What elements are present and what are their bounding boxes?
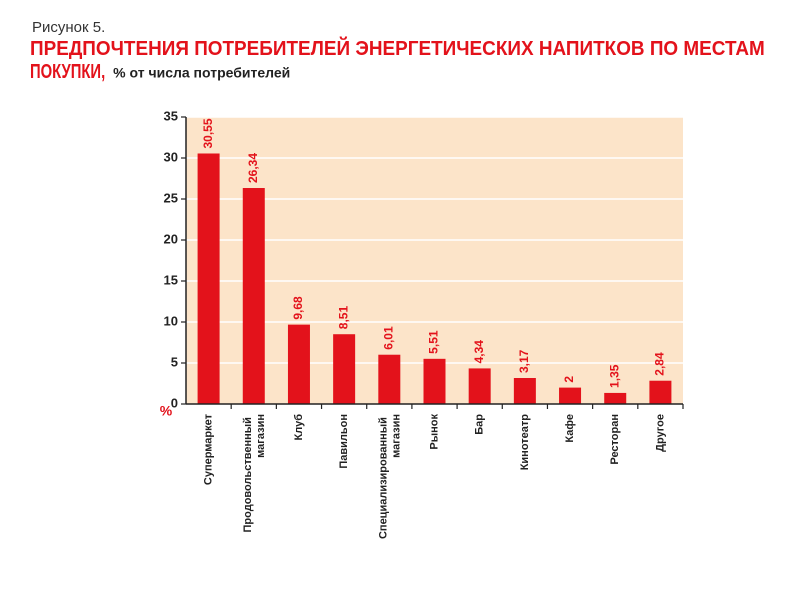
bar [287, 324, 310, 404]
value-label: 2,84 [653, 352, 667, 376]
x-tick-label: Клуб [293, 414, 305, 441]
value-label: 8,51 [336, 306, 350, 330]
y-tick-label: 20 [164, 231, 178, 246]
bar [378, 354, 401, 404]
x-tick-label: Специализированный магазин [377, 414, 402, 539]
bar [423, 358, 446, 404]
value-label: 1,35 [607, 364, 621, 388]
figure-label: Рисунок 5. [32, 19, 105, 36]
bar [242, 188, 265, 404]
value-label: 30,55 [201, 118, 215, 148]
x-tick-label: Кинотеатр [519, 414, 531, 471]
bar [333, 334, 356, 404]
y-tick-label: 15 [164, 272, 178, 287]
value-label: 9,68 [291, 296, 305, 320]
value-label: 5,51 [427, 330, 441, 354]
bar [559, 387, 582, 404]
y-tick-label: 30 [164, 149, 178, 164]
bar [649, 380, 672, 404]
bar [513, 378, 536, 404]
y-tick-label: 25 [164, 190, 178, 205]
chart-title: ПРЕДПОЧТЕНИЯ ПОТРЕБИТЕЛЕЙ ЭНЕРГЕТИЧЕСКИХ… [30, 36, 770, 83]
x-tick-label: Павильон [338, 414, 350, 469]
y-axis-label: % [160, 403, 173, 419]
y-tick-label: 5 [171, 354, 178, 369]
x-tick-label: Ресторан [609, 414, 621, 465]
x-tick-label: Рынок [428, 414, 440, 450]
value-label: 3,17 [517, 349, 531, 373]
y-tick-label: 10 [164, 313, 178, 328]
x-tick-label: Супермаркет [202, 413, 214, 485]
value-label: 2 [562, 376, 576, 383]
y-tick-label: 0 [171, 395, 178, 410]
x-tick-label: Бар [474, 414, 486, 435]
plot-area [186, 117, 683, 404]
value-label: 4,34 [472, 340, 486, 364]
y-tick-label: 35 [164, 108, 178, 123]
chart-subtitle: % от числа потребителей [113, 65, 290, 81]
bar [468, 368, 491, 404]
bar [604, 392, 627, 404]
x-tick-label: Другое [654, 414, 666, 452]
value-label: 6,01 [381, 326, 395, 350]
x-tick-label: Продовольственный магазин [242, 414, 267, 532]
value-label: 26,34 [246, 153, 260, 183]
x-tick-label: Кафе [564, 414, 576, 443]
bar [197, 153, 220, 404]
